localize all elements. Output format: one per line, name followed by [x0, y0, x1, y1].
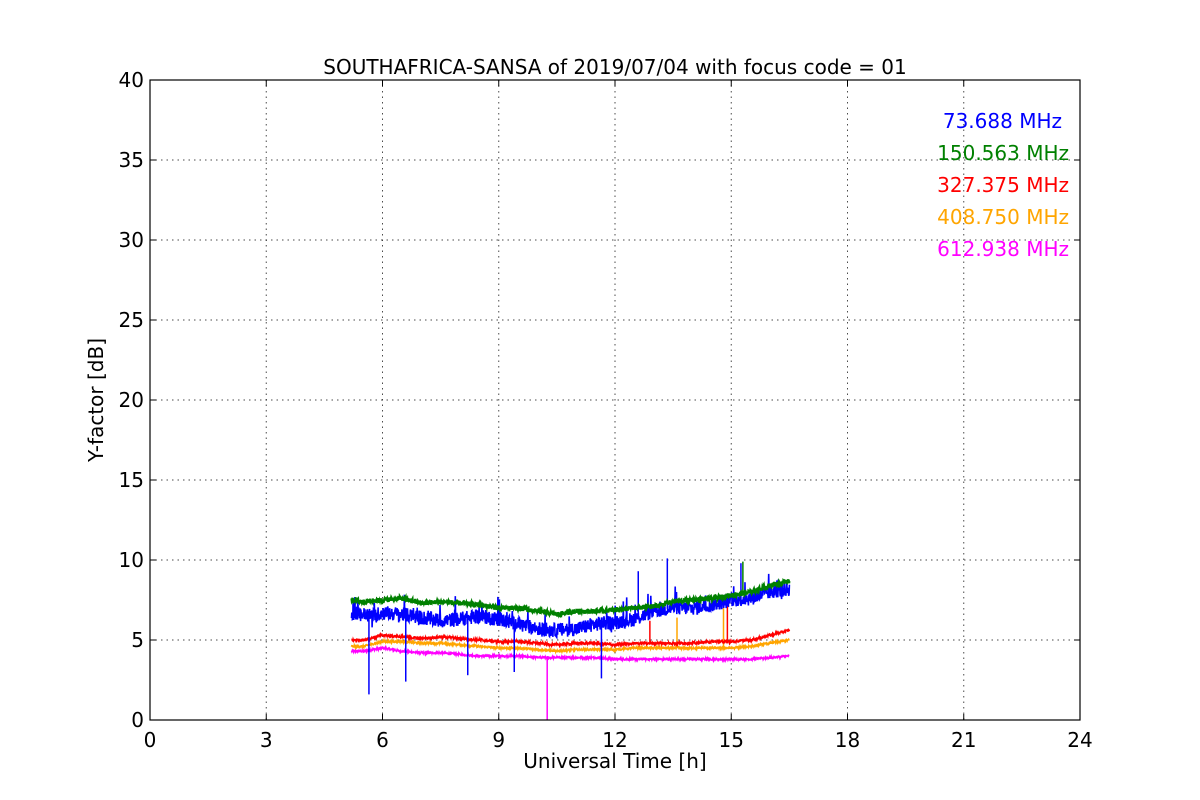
series-layer — [350, 558, 791, 720]
y-axis: 0 5 10 15 20 25 30 35 40 — [119, 68, 1080, 732]
y-tick-label: 40 — [119, 68, 144, 92]
y-tick-label: 35 — [119, 148, 144, 172]
y-tick-label: 5 — [131, 628, 144, 652]
legend: 73.688 MHz 150.563 MHz 327.375 MHz 408.750 … — [937, 109, 1069, 261]
y-tick-label: 15 — [119, 468, 144, 492]
x-axis-title: Universal Time [h] — [523, 749, 706, 773]
y-tick-label: 0 — [131, 708, 144, 732]
y-tick-label: 30 — [119, 228, 144, 252]
series-line — [350, 573, 791, 640]
series-line — [350, 644, 790, 664]
series-line — [351, 628, 791, 649]
legend-item: 612.938 MHz — [937, 237, 1069, 261]
y-tick-label: 25 — [119, 308, 144, 332]
x-tick-label: 15 — [719, 728, 744, 752]
series-1 — [350, 561, 791, 619]
x-tick-label: 21 — [951, 728, 976, 752]
y-tick-label: 20 — [119, 388, 144, 412]
legend-item: 73.688 MHz — [943, 109, 1062, 133]
y-axis-title: Y-factor [dB] — [84, 338, 108, 463]
legend-item: 408.750 MHz — [937, 205, 1069, 229]
chart-title: SOUTHAFRICA-SANSA of 2019/07/04 with foc… — [323, 55, 907, 79]
series-2 — [351, 603, 791, 649]
series-line — [350, 637, 790, 655]
x-axis: 0 3 6 9 12 15 18 21 24 — [144, 80, 1093, 752]
series-4 — [350, 644, 790, 720]
series-line — [350, 577, 791, 619]
x-tick-label: 3 — [260, 728, 273, 752]
y-tick-label: 10 — [119, 548, 144, 572]
x-tick-label: 18 — [835, 728, 860, 752]
legend-item: 327.375 MHz — [937, 173, 1069, 197]
grid — [150, 80, 1080, 720]
x-tick-label: 0 — [144, 728, 157, 752]
x-tick-label: 24 — [1067, 728, 1092, 752]
x-tick-label: 12 — [602, 728, 627, 752]
x-tick-label: 9 — [492, 728, 505, 752]
legend-item: 150.563 MHz — [937, 141, 1069, 165]
x-tick-label: 6 — [376, 728, 389, 752]
